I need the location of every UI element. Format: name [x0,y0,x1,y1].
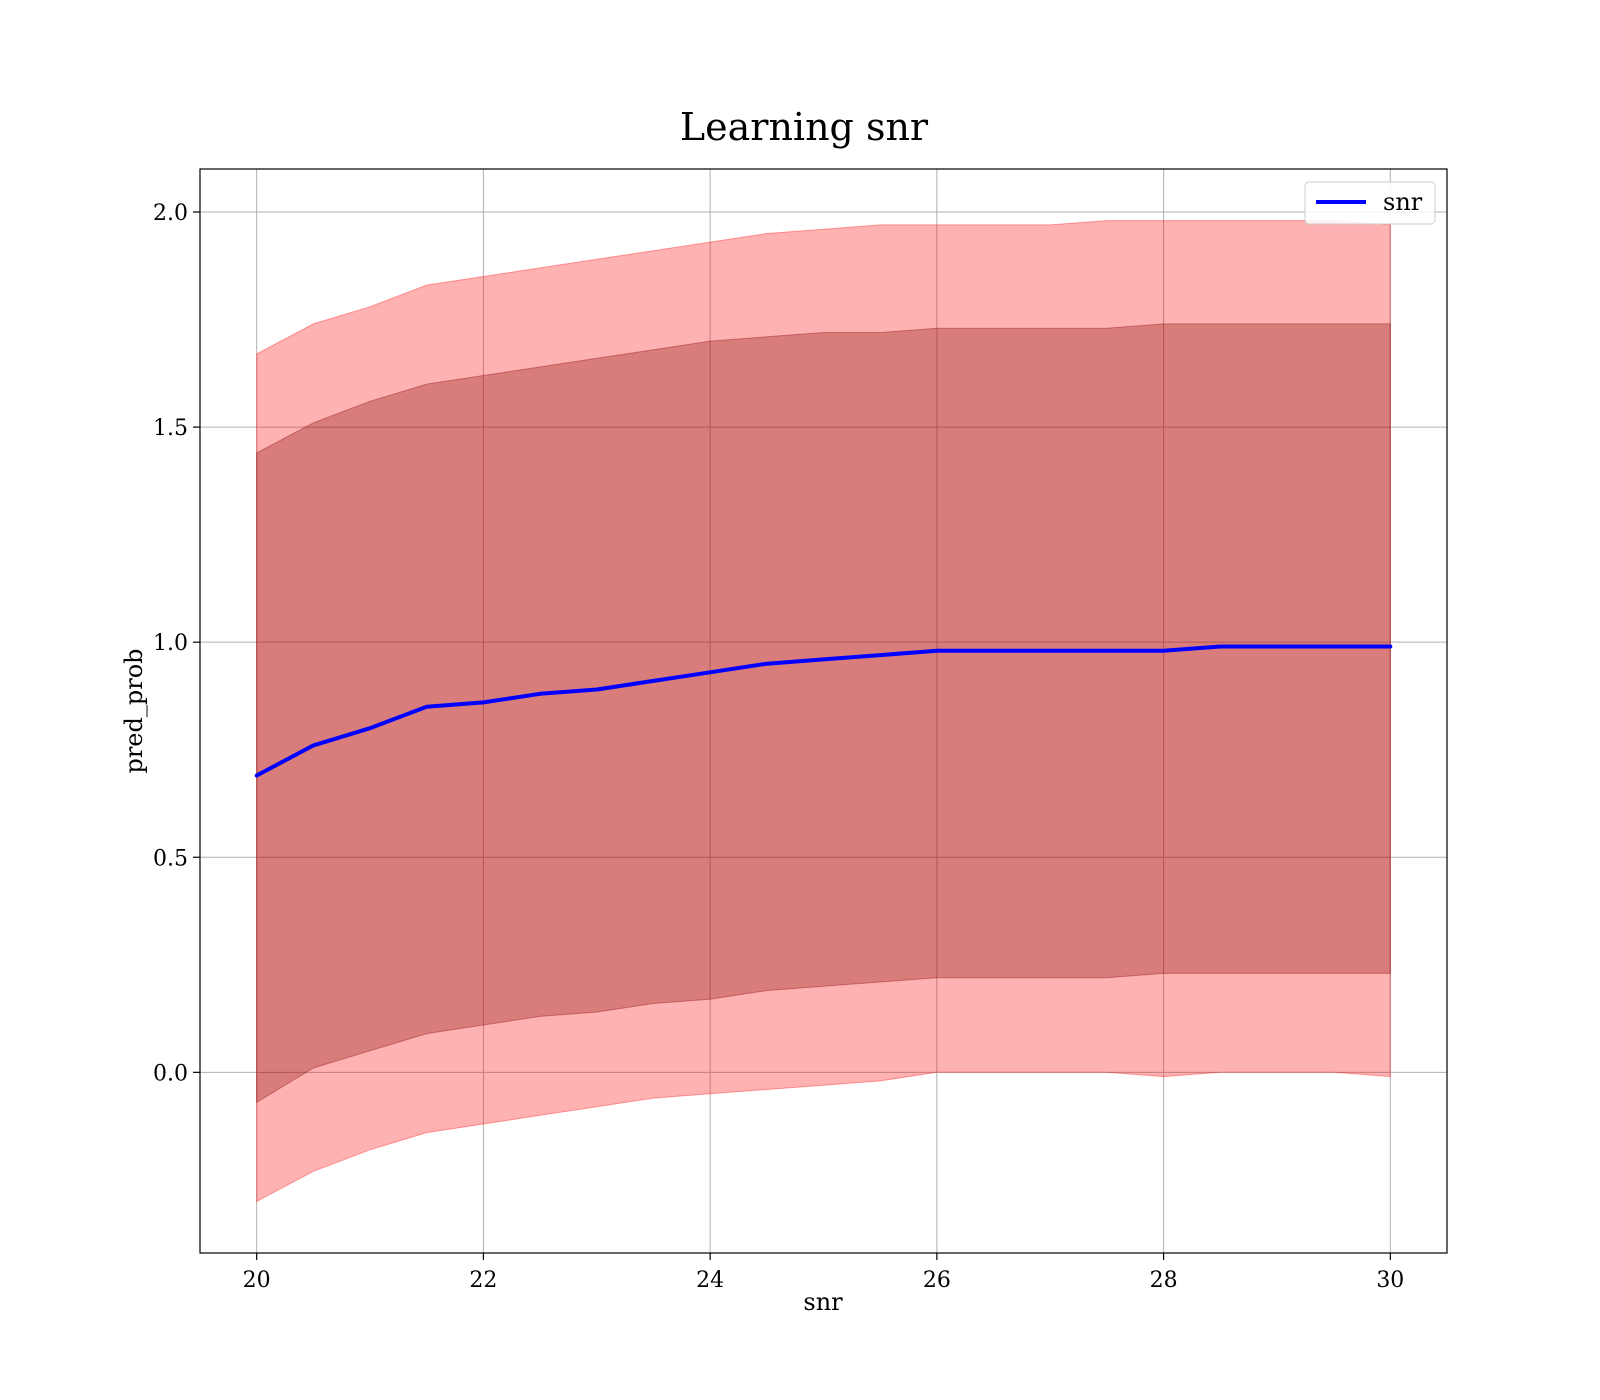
y-tick-label: 1.5 [153,416,188,441]
y-axis-ticks: 0.0 0.5 1.0 1.5 2.0 [153,201,200,1086]
x-tick-label: 28 [1150,1268,1178,1293]
y-axis-label: pred_prob [120,648,148,773]
grid [200,169,1447,1253]
x-tick-label: 22 [469,1268,497,1293]
x-tick-label: 30 [1376,1268,1404,1293]
series-line-snr [254,644,1393,778]
legend-label-snr: snr [1383,188,1423,216]
x-axis-label: snr [803,1288,843,1316]
y-tick-label: 0.0 [153,1061,188,1086]
outer-band [256,220,1391,1203]
confidence-bands [256,220,1391,1203]
chart-title: Learning snr [680,105,929,149]
inner-band [256,323,1391,1104]
y-tick-label: 1.0 [153,631,188,656]
x-tick-label: 20 [243,1268,271,1293]
x-axis-ticks: 20 22 24 26 28 30 [243,1253,1404,1293]
y-tick-label: 2.0 [153,201,188,226]
plot-frame [199,168,1448,1254]
legend: snr [1304,181,1436,225]
y-tick-label: 0.5 [153,846,188,871]
x-tick-label: 26 [923,1268,951,1293]
series-lines [254,644,1393,778]
x-tick-label: 24 [696,1268,724,1293]
legend-box [1304,181,1436,225]
